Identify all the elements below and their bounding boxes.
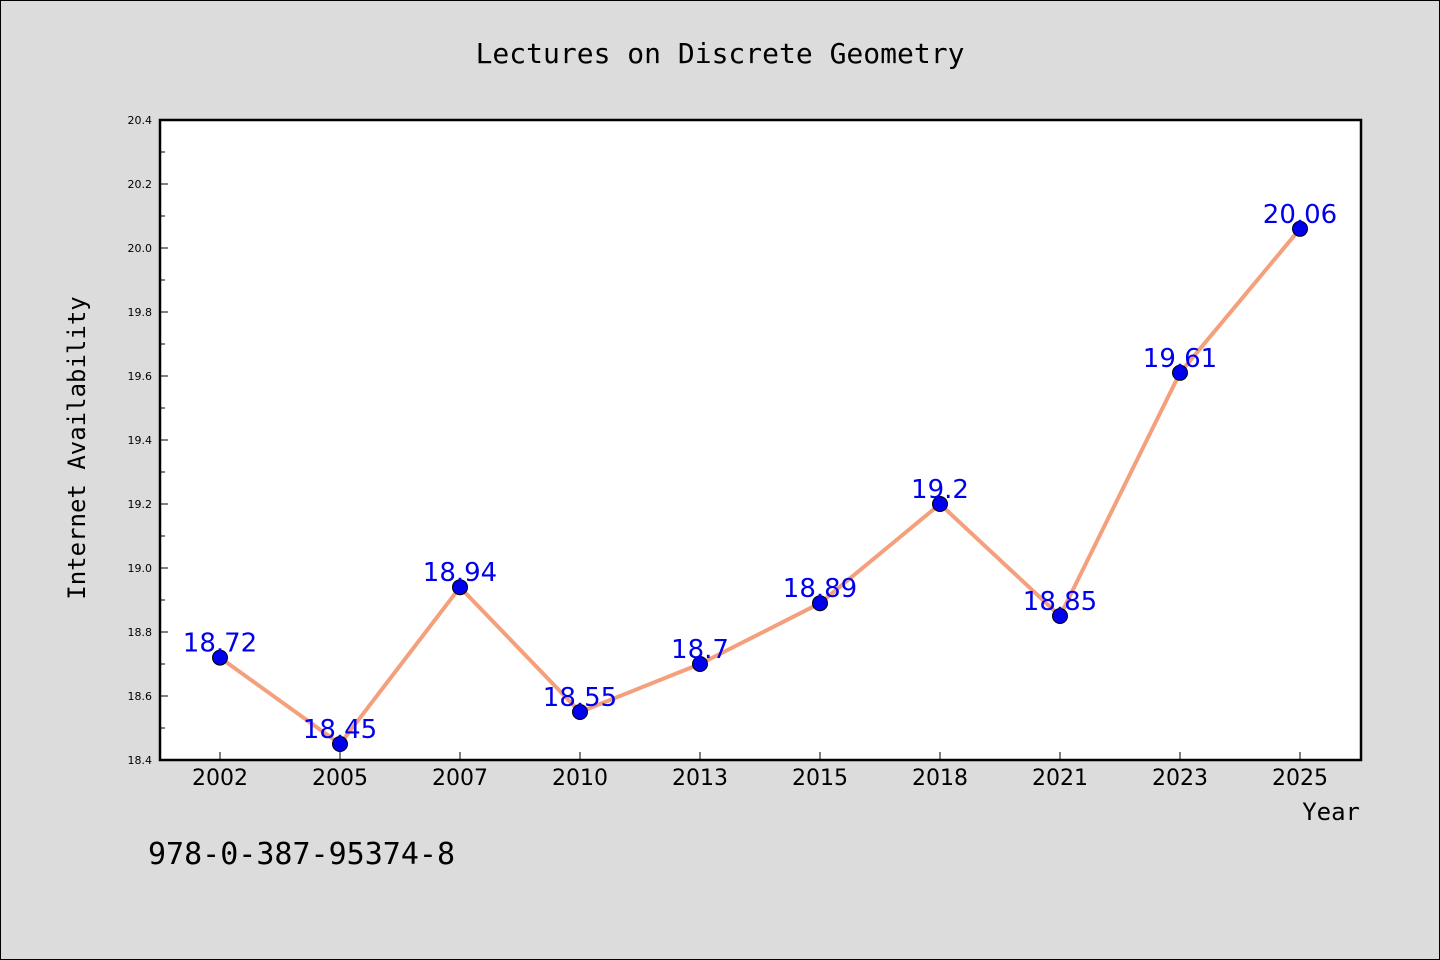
y-tick-label-2: 18.8 <box>128 626 153 639</box>
data-label-2025: 20.06 <box>1263 200 1337 230</box>
data-label-2013: 18.7 <box>671 635 729 665</box>
y-axis-label: Internet Availability <box>63 296 91 599</box>
y-tick-label-10: 20.4 <box>128 114 153 127</box>
y-tick-label-7: 19.8 <box>128 306 153 319</box>
x-tick-label-3: 2010 <box>552 766 608 791</box>
chart-title: Lectures on Discrete Geometry <box>476 37 965 70</box>
data-label-2007: 18.94 <box>423 558 497 588</box>
x-tick-label-7: 2021 <box>1032 766 1088 791</box>
data-point-2002 <box>212 649 228 666</box>
y-tick-label-9: 20.2 <box>128 178 153 191</box>
x-tick-label-4: 2013 <box>672 766 728 791</box>
plot-area <box>158 118 1363 762</box>
y-axis: 18.4 18.6 18.8 19.0 19.2 19.4 19.6 19.8 20.0 20.2… <box>128 114 168 767</box>
data-label-2015: 18.89 <box>783 574 857 604</box>
y-tick-label-3: 19.0 <box>128 562 153 575</box>
data-point-2023 <box>1172 364 1188 381</box>
x-axis-label: Year <box>1302 798 1360 826</box>
data-label-2018: 19.2 <box>911 475 969 505</box>
data-point-2005 <box>332 736 348 752</box>
x-tick-label-2: 2007 <box>432 766 488 791</box>
data-point-2025 <box>1292 220 1308 237</box>
data-label-2010: 18.55 <box>543 683 617 713</box>
x-axis: 2002 2005 2007 2010 2013 2015 2018 2021 2023 2025 <box>192 752 1328 791</box>
y-tick-label-8: 20.0 <box>128 242 153 255</box>
x-tick-label-9: 2025 <box>1272 766 1328 791</box>
data-label-2021: 18.85 <box>1023 587 1097 617</box>
y-tick-label-6: 19.6 <box>128 370 153 383</box>
data-point-2010 <box>572 704 588 720</box>
y-tick-label-5: 19.4 <box>128 434 153 447</box>
data-label-2005: 18.45 <box>303 715 377 745</box>
isbn-text: 978-0-387-95374-8 <box>148 837 455 872</box>
y-tick-label-1: 18.6 <box>128 690 153 703</box>
x-tick-label-5: 2015 <box>792 766 848 791</box>
data-point-2007 <box>452 579 468 596</box>
y-tick-label-0: 18.4 <box>128 754 153 767</box>
data-label-2002: 18.72 <box>183 629 257 659</box>
data-point-2018 <box>932 496 948 512</box>
data-point-2013 <box>692 656 708 672</box>
y-tick-label-4: 19.2 <box>128 498 153 511</box>
x-tick-label-0: 2002 <box>192 766 248 791</box>
series-line-0 <box>218 227 1302 746</box>
x-tick-label-1: 2005 <box>312 766 368 791</box>
data-label-2023: 19.61 <box>1143 344 1217 374</box>
x-tick-label-6: 2018 <box>912 766 968 791</box>
data-point-2015 <box>812 595 828 612</box>
series-group: 18.72 18.45 18.94 18.55 18.7 18.89 19.2 18.85 19… <box>183 200 1337 752</box>
x-tick-label-8: 2023 <box>1152 766 1208 791</box>
data-point-2021 <box>1052 608 1068 624</box>
